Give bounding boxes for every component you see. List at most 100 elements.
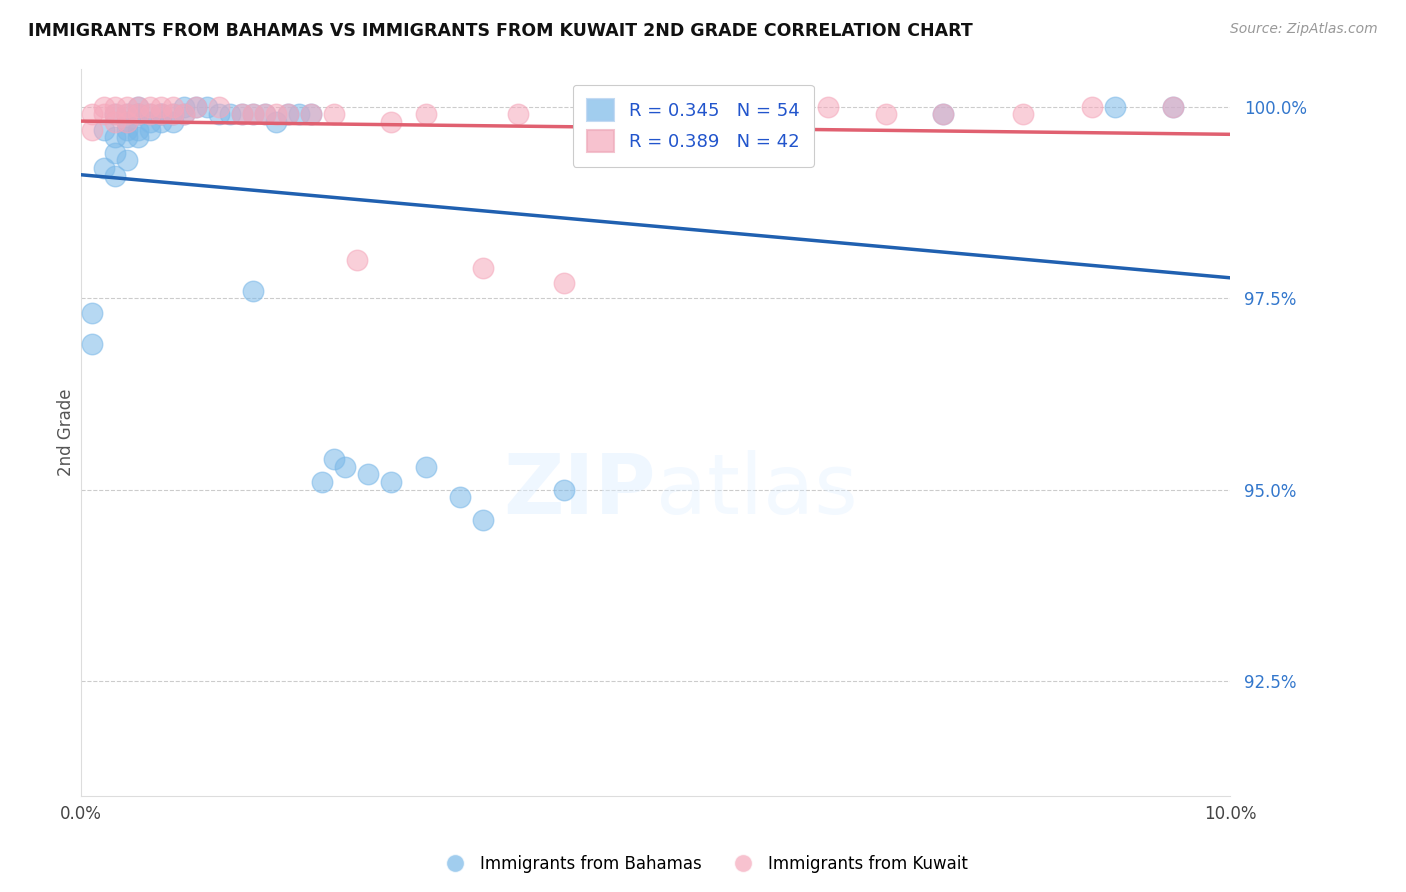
Point [115,100,138,114]
Point [644,107,666,121]
Point [138,107,160,121]
Point [104,100,127,114]
Point [357,467,380,482]
Point [162,107,184,121]
Point [173,107,195,121]
Point [127,100,149,114]
Point [380,115,402,129]
Point [195,100,218,114]
Point [299,107,322,121]
Point [150,107,173,121]
Point [231,107,253,121]
Point [472,513,495,527]
Y-axis label: 2nd Grade: 2nd Grade [58,388,75,476]
Point [231,107,253,121]
Point [932,107,955,121]
Point [82,107,104,121]
Point [277,107,299,121]
Point [1161,100,1184,114]
Point [138,115,160,129]
Point [115,122,138,136]
Point [242,284,264,298]
Point [253,107,276,121]
Point [138,100,160,114]
Point [472,260,495,275]
Point [115,115,138,129]
Point [333,459,356,474]
Point [138,122,160,136]
Point [127,107,149,121]
Point [127,130,149,145]
Point [173,100,195,114]
Point [150,100,173,114]
Point [184,100,207,114]
Point [104,130,127,145]
Point [104,145,127,160]
Point [115,107,138,121]
Point [150,107,173,121]
Point [150,107,173,121]
Point [759,107,782,121]
Point [208,107,231,121]
Point [219,107,242,121]
Point [115,107,138,121]
Point [449,490,471,504]
Point [288,107,311,121]
Point [553,483,575,497]
Point [93,100,115,114]
Point [277,107,299,121]
Point [506,107,529,121]
Point [104,107,127,121]
Point [253,107,276,121]
Point [299,107,322,121]
Legend: Immigrants from Bahamas, Immigrants from Kuwait: Immigrants from Bahamas, Immigrants from… [432,848,974,880]
Point [184,100,207,114]
Legend: R = 0.345   N = 54, R = 0.389   N = 42: R = 0.345 N = 54, R = 0.389 N = 42 [572,85,814,167]
Point [127,107,149,121]
Point [875,107,897,121]
Point [1104,100,1126,114]
Point [104,107,127,121]
Point [93,107,115,121]
Point [264,115,287,129]
Point [264,107,287,121]
Point [162,107,184,121]
Point [242,107,264,121]
Point [82,122,104,136]
Point [82,337,104,351]
Point [322,107,344,121]
Text: Source: ZipAtlas.com: Source: ZipAtlas.com [1230,22,1378,37]
Point [932,107,955,121]
Point [127,122,149,136]
Point [127,100,149,114]
Point [208,100,231,114]
Point [82,306,104,320]
Point [150,115,173,129]
Text: atlas: atlas [655,450,858,531]
Point [127,107,149,121]
Point [115,153,138,168]
Point [380,475,402,489]
Text: IMMIGRANTS FROM BAHAMAS VS IMMIGRANTS FROM KUWAIT 2ND GRADE CORRELATION CHART: IMMIGRANTS FROM BAHAMAS VS IMMIGRANTS FR… [28,22,973,40]
Point [104,115,127,129]
Point [162,100,184,114]
Point [93,161,115,175]
Point [817,100,839,114]
Point [138,107,160,121]
Point [173,107,195,121]
Point [1161,100,1184,114]
Point [162,115,184,129]
Point [1012,107,1035,121]
Point [415,459,437,474]
Point [115,130,138,145]
Point [553,276,575,290]
Point [115,115,138,129]
Text: ZIP: ZIP [503,450,655,531]
Point [93,122,115,136]
Point [104,169,127,183]
Point [725,100,748,114]
Point [242,107,264,121]
Point [346,252,368,267]
Point [644,107,666,121]
Point [415,107,437,121]
